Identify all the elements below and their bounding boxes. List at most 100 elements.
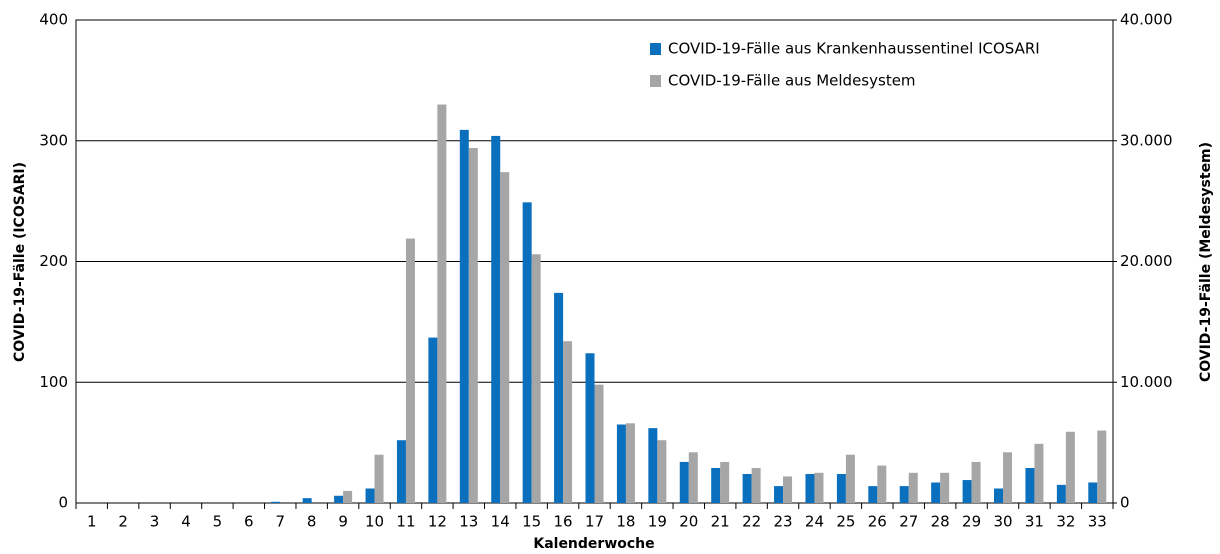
bar: [742, 474, 752, 503]
x-tick-label: 2: [118, 513, 128, 531]
bar: [500, 172, 510, 503]
bar: [657, 440, 667, 503]
x-tick-label: 33: [1088, 513, 1107, 531]
bar: [1097, 430, 1107, 503]
bar: [679, 461, 689, 503]
bar: [751, 467, 761, 503]
bar: [491, 135, 501, 504]
y2-axis-label: COVID-19-Fälle (Meldesystem): [1198, 142, 1214, 382]
x-tick-label: 19: [648, 513, 667, 531]
legend-swatch: [650, 43, 661, 55]
bar: [334, 495, 344, 503]
bar: [343, 490, 353, 503]
bar: [405, 238, 415, 503]
bar: [585, 353, 595, 503]
bar: [940, 472, 950, 503]
y-tick-label: 400: [39, 11, 68, 29]
x-tick-label: 9: [338, 513, 348, 531]
x-tick-label: 16: [554, 513, 573, 531]
x-tick-label: 26: [868, 513, 887, 531]
x-tick-label: 27: [899, 513, 918, 531]
bar: [711, 467, 721, 503]
bar: [877, 465, 887, 503]
y-tick-label: 100: [39, 373, 68, 391]
bar: [1088, 482, 1098, 503]
bar: [908, 472, 918, 503]
x-tick-label: 13: [459, 513, 478, 531]
y2-tick-label: 30.000: [1120, 131, 1173, 149]
bar: [1025, 467, 1035, 503]
y2-tick-label: 20.000: [1120, 252, 1173, 270]
y2-tick-label: 10.000: [1120, 373, 1173, 391]
bar: [720, 461, 730, 503]
x-tick-label: 28: [931, 513, 950, 531]
x-tick-label: 12: [428, 513, 447, 531]
bar: [625, 423, 635, 503]
bar: [994, 488, 1004, 503]
bar: [1034, 443, 1044, 503]
x-tick-label: 22: [742, 513, 761, 531]
x-tick-label: 30: [993, 513, 1012, 531]
bar: [931, 482, 941, 503]
x-tick-label: 20: [679, 513, 698, 531]
y-tick-label: 0: [58, 494, 68, 512]
bar: [868, 486, 878, 503]
bar: [845, 454, 855, 503]
x-tick-label: 18: [616, 513, 635, 531]
x-tick-label: 17: [585, 513, 604, 531]
x-tick-label: 23: [773, 513, 792, 531]
x-tick-label: 15: [522, 513, 541, 531]
x-tick-label: 14: [491, 513, 510, 531]
bar: [648, 428, 658, 503]
x-tick-label: 29: [962, 513, 981, 531]
x-tick-label: 31: [1025, 513, 1044, 531]
bar: [805, 474, 815, 503]
x-tick-label: 4: [181, 513, 191, 531]
bar: [459, 129, 469, 503]
bar: [302, 498, 312, 503]
legend-label: COVID-19-Fälle aus Meldesystem: [668, 72, 916, 90]
y2-tick-label: 40.000: [1120, 11, 1173, 29]
legend-swatch: [650, 75, 661, 87]
x-tick-label: 5: [213, 513, 223, 531]
x-tick-label: 21: [711, 513, 730, 531]
y2-tick-label: 0: [1120, 494, 1130, 512]
x-tick-label: 7: [275, 513, 285, 531]
x-tick-label: 24: [805, 513, 824, 531]
x-tick-label: 1: [87, 513, 97, 531]
bar: [522, 202, 532, 503]
y-tick-label: 300: [39, 131, 68, 149]
x-tick-label: 3: [150, 513, 160, 531]
bar: [554, 292, 564, 503]
bar: [836, 474, 846, 503]
bar: [774, 486, 784, 503]
bar: [783, 476, 793, 503]
bar: [428, 337, 438, 503]
x-tick-label: 6: [244, 513, 254, 531]
bar: [563, 341, 573, 503]
bar: [899, 486, 909, 503]
bar: [437, 104, 447, 504]
y-axis-label: COVID-19-Fälle (ICOSARI): [12, 162, 28, 362]
x-tick-label: 32: [1056, 513, 1075, 531]
bar: [271, 501, 281, 503]
bar: [1056, 484, 1066, 503]
x-tick-label: 10: [365, 513, 384, 531]
bar: [962, 480, 972, 503]
x-tick-label: 8: [307, 513, 317, 531]
x-tick-label: 11: [396, 513, 415, 531]
bar: [468, 147, 478, 503]
bar: [814, 472, 824, 503]
bar: [688, 452, 698, 503]
bar: [365, 488, 375, 503]
legend-label: COVID-19-Fälle aus Krankenhaussentinel I…: [668, 40, 1040, 58]
bar: [594, 384, 604, 503]
bar: [616, 424, 626, 503]
y-tick-label: 200: [39, 252, 68, 270]
x-tick-label: 25: [836, 513, 855, 531]
bar: [374, 454, 384, 503]
bar: [971, 461, 981, 503]
bar: [1003, 452, 1013, 503]
